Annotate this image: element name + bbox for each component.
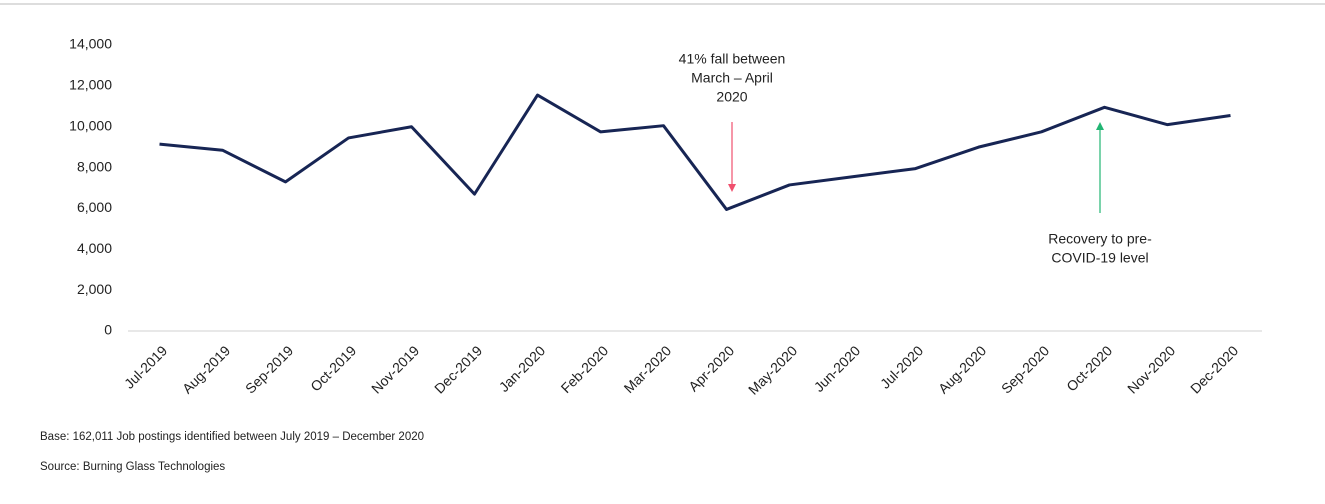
data-line bbox=[159, 93, 1231, 211]
y-tick-label: 8,000 bbox=[77, 158, 112, 174]
x-tick-label: Aug-2019 bbox=[179, 342, 233, 396]
annotation: March – April bbox=[691, 70, 773, 86]
x-tick-label: Jun-2020 bbox=[811, 342, 864, 395]
x-tick-label: Jul-2019 bbox=[121, 342, 170, 391]
y-tick-label: 6,000 bbox=[77, 199, 112, 215]
x-tick-label: Oct-2019 bbox=[307, 342, 359, 394]
y-tick-label: 2,000 bbox=[77, 281, 112, 297]
x-tick-label: Sep-2020 bbox=[998, 342, 1052, 396]
x-tick-label: Dec-2020 bbox=[1187, 342, 1241, 396]
footnote: Base: 162,011 Job postings identified be… bbox=[40, 431, 424, 443]
x-tick-label: Aug-2020 bbox=[935, 342, 989, 396]
arrow-head bbox=[728, 184, 736, 192]
footnote: Source: Burning Glass Technologies bbox=[40, 461, 225, 473]
y-tick-label: 12,000 bbox=[69, 77, 112, 93]
annotation: Recovery to pre- bbox=[1048, 231, 1152, 247]
y-tick-label: 10,000 bbox=[69, 117, 112, 133]
y-tick-label: 14,000 bbox=[69, 36, 112, 52]
x-tick-label: Sep-2019 bbox=[242, 342, 296, 396]
annotation: COVID-19 level bbox=[1051, 250, 1148, 266]
y-tick-label: 0 bbox=[104, 322, 112, 338]
x-tick-label: Nov-2019 bbox=[368, 342, 422, 396]
x-tick-label: Feb-2020 bbox=[558, 342, 612, 396]
y-tick-label: 4,000 bbox=[77, 240, 112, 256]
arrow-head bbox=[1096, 122, 1104, 130]
annotation: 41% fall between bbox=[679, 51, 786, 67]
x-tick-label: May-2020 bbox=[745, 342, 800, 397]
x-tick-label: Dec-2019 bbox=[431, 342, 485, 396]
annotation: 2020 bbox=[716, 89, 747, 105]
x-tick-label: Nov-2020 bbox=[1124, 342, 1178, 396]
x-tick-label: Oct-2020 bbox=[1063, 342, 1115, 394]
x-tick-label: Apr-2020 bbox=[685, 342, 737, 394]
x-tick-label: Jul-2020 bbox=[877, 342, 926, 391]
x-tick-label: Mar-2020 bbox=[621, 342, 675, 396]
x-tick-label: Jan-2020 bbox=[496, 342, 549, 395]
